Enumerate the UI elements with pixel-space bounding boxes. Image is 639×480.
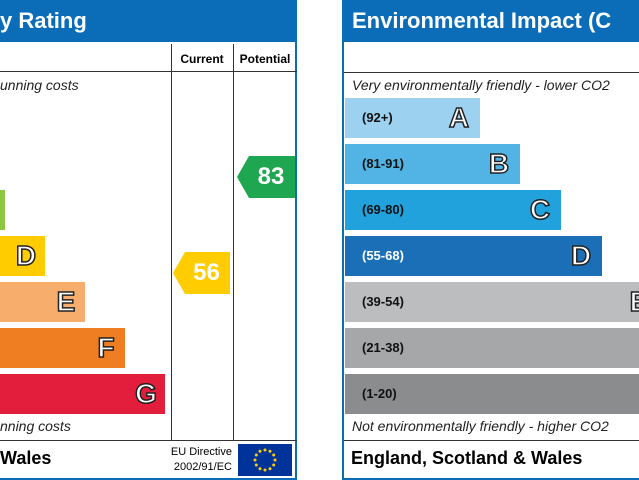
header-line	[344, 72, 639, 73]
band-bar	[0, 236, 45, 276]
footer-line	[344, 440, 639, 441]
band-bar	[345, 374, 639, 414]
band-bar	[345, 236, 602, 276]
eu-directive: EU Directive	[170, 446, 232, 458]
band-letter: E	[56, 285, 76, 318]
band-bar	[345, 328, 639, 368]
band-bar	[0, 190, 5, 230]
right-frame	[342, 0, 639, 480]
eu-directive: 2002/91/EC	[173, 461, 232, 473]
band-letter: B	[488, 147, 510, 180]
band-letter: F	[97, 331, 116, 364]
band-letter: G	[134, 377, 157, 410]
band-range: (92+)	[362, 110, 393, 125]
band-range: (69-80)	[362, 202, 404, 217]
top-text: Very environmentally friendly - lower CO…	[352, 77, 610, 93]
current-rating: 56	[173, 252, 230, 294]
bottom-text: nning costs	[0, 418, 71, 434]
band-bar	[345, 282, 639, 322]
potential-header: Potential	[239, 52, 291, 66]
bottom-text: Not environmentally friendly - higher CO…	[352, 418, 609, 434]
band-bar	[345, 144, 520, 184]
current-header: Current	[180, 52, 224, 66]
band-bar	[0, 374, 165, 414]
band-range: (21-38)	[362, 340, 404, 355]
band-letter: D	[570, 239, 592, 272]
band-bar	[345, 98, 480, 138]
band-letter: C	[529, 193, 551, 226]
band-range: (1-20)	[362, 386, 397, 401]
footer-text: Wales	[0, 448, 52, 468]
left-title: y Rating	[0, 0, 297, 42]
eu-flag	[238, 444, 292, 476]
potential-rating: 83	[237, 156, 295, 198]
top-text: unning costs	[0, 77, 79, 93]
header-row	[0, 44, 297, 72]
footer-line	[0, 440, 297, 441]
divider	[171, 44, 172, 440]
band-bar	[0, 328, 125, 368]
band-range: (39-54)	[362, 294, 404, 309]
band-letter: E	[624, 284, 639, 320]
divider	[233, 44, 234, 440]
right-title: Environmental Impact (C	[342, 0, 639, 42]
band-bar	[345, 190, 561, 230]
band-range: (81-91)	[362, 156, 404, 171]
band-bar	[0, 282, 85, 322]
footer-text: England, Scotland & Wales	[351, 448, 583, 468]
band-range: (55-68)	[362, 248, 404, 263]
band-letter: A	[448, 101, 470, 134]
left-frame	[0, 0, 297, 480]
band-letter: D	[15, 239, 37, 272]
